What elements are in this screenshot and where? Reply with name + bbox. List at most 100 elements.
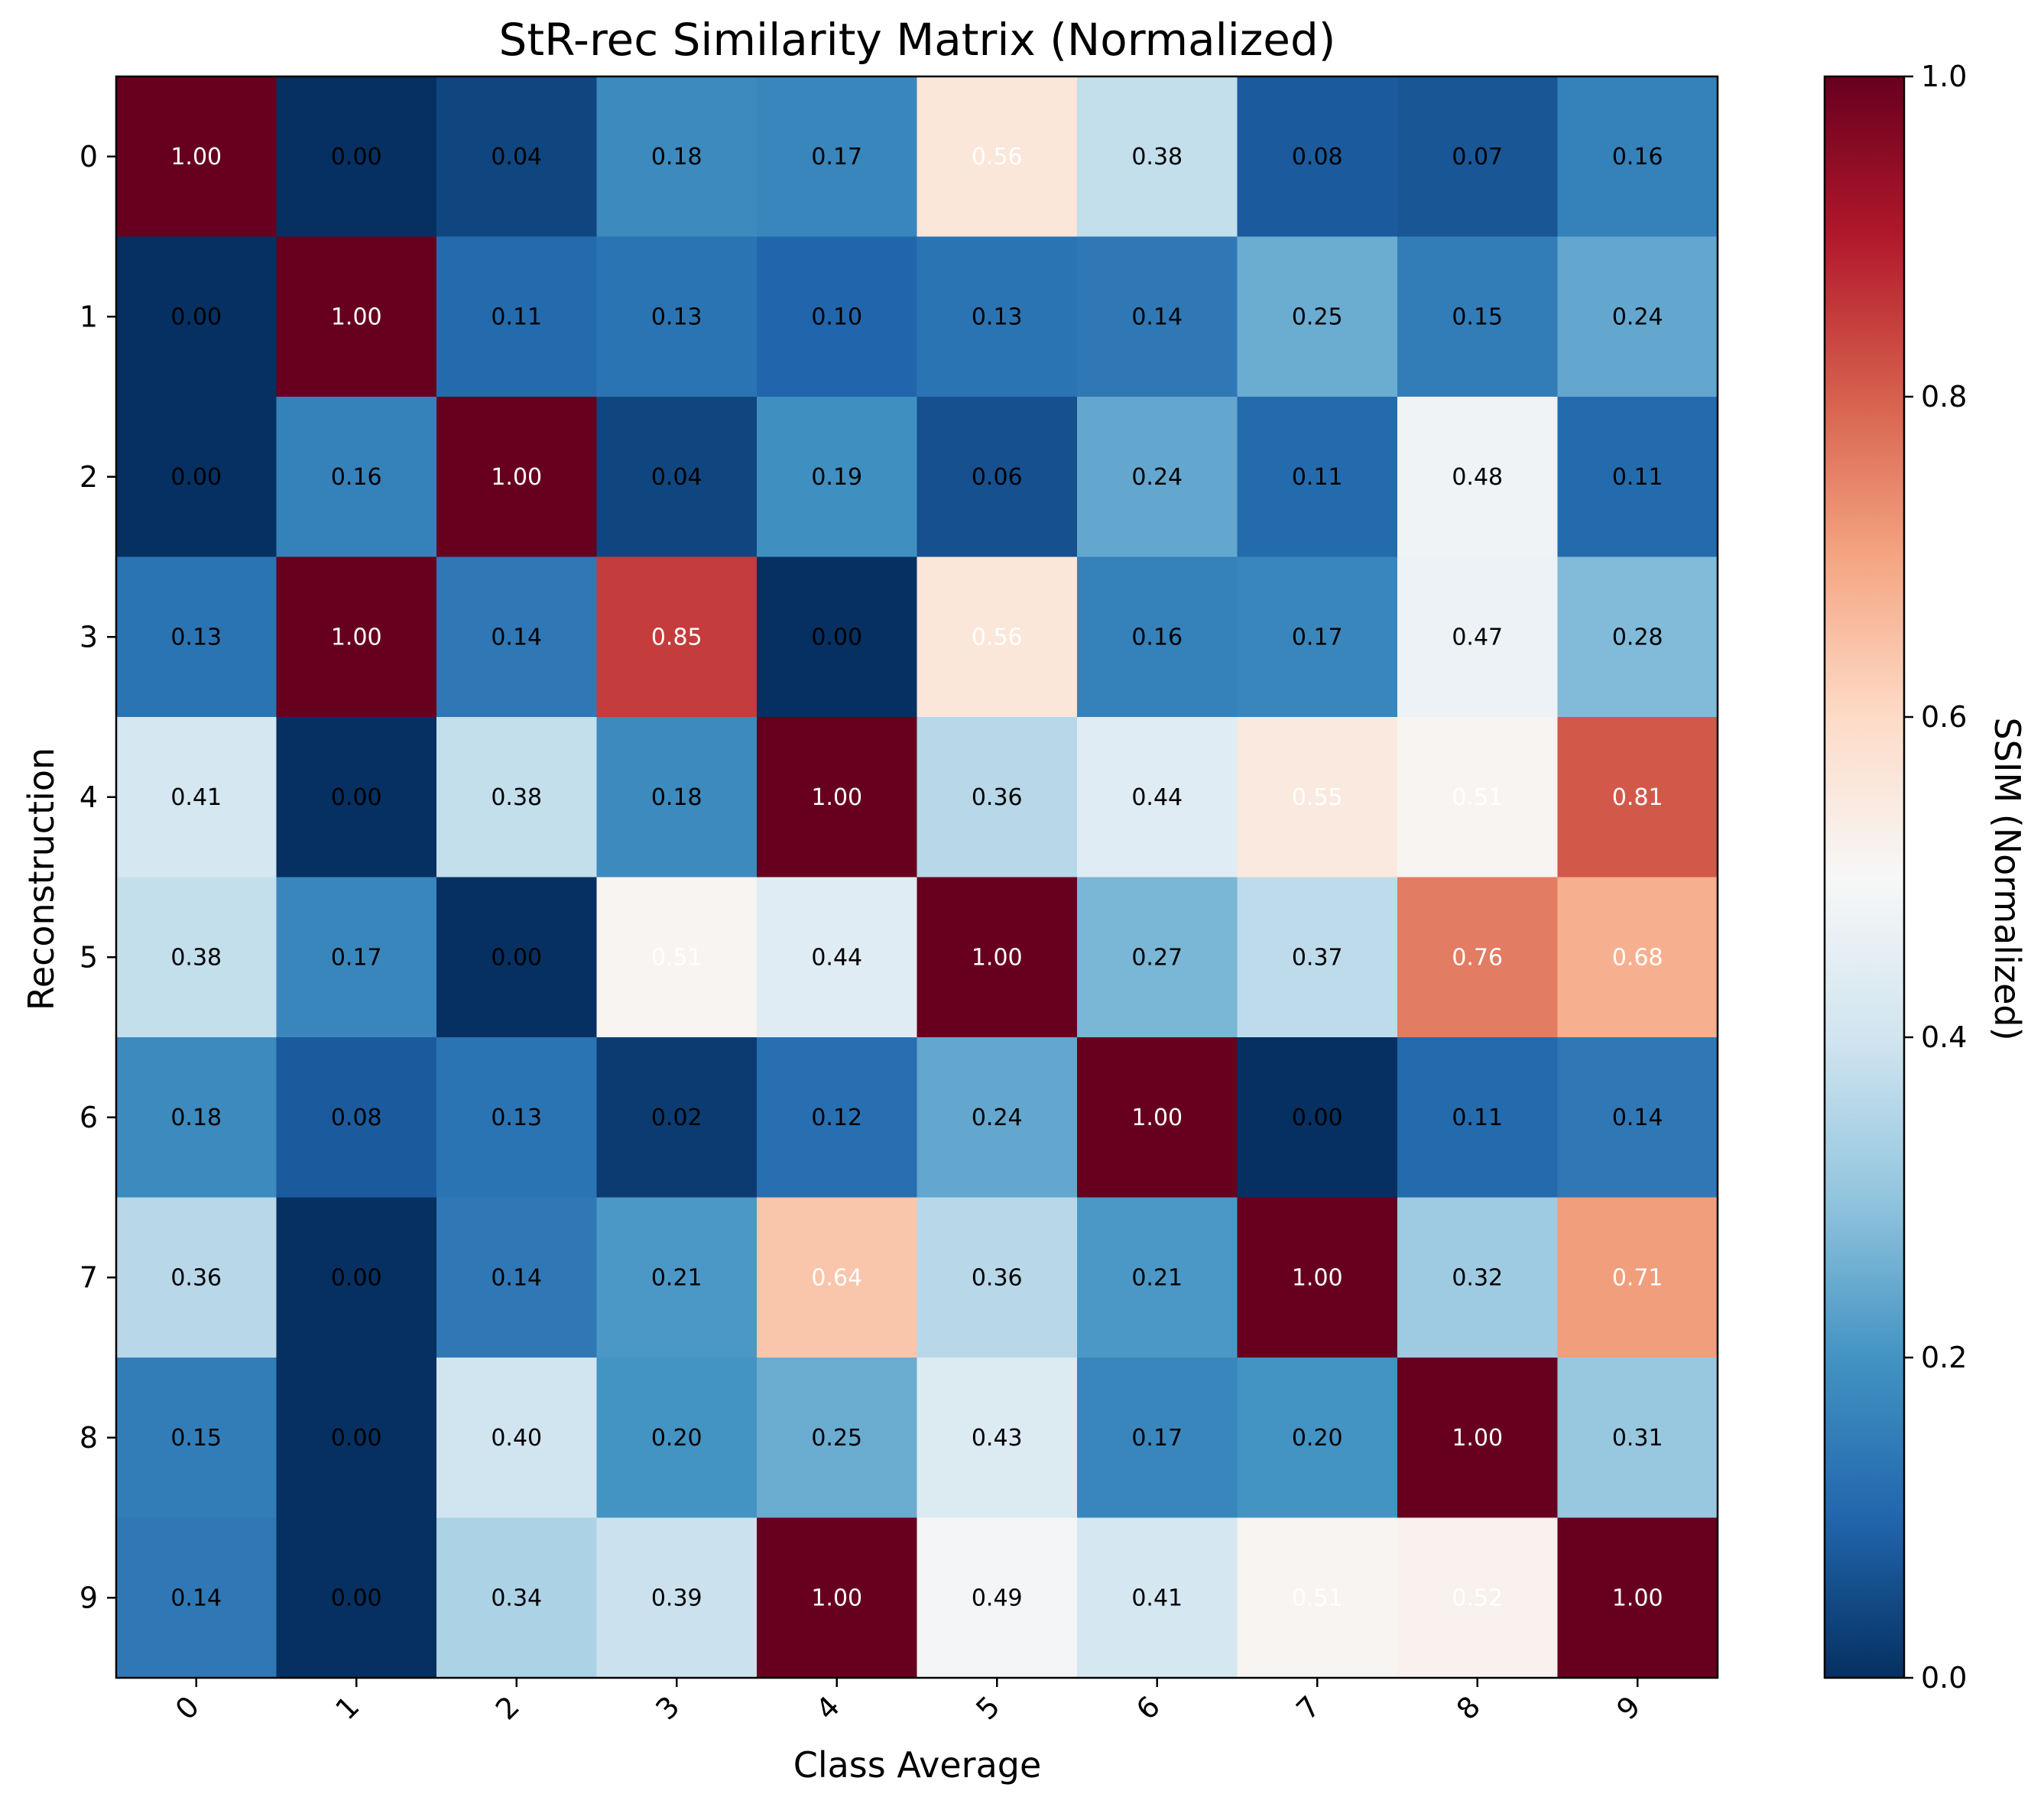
heatmap-cell: [1077, 236, 1238, 397]
cell-value-label: 0.25: [811, 1425, 862, 1452]
cell-value-label: 0.18: [651, 144, 702, 170]
cell-value-label: 1.00: [170, 144, 222, 170]
x-tick-label: 3: [649, 1689, 686, 1726]
cell-value-label: 1.00: [331, 624, 382, 650]
colorbar-tick-label: 0.2: [1921, 1341, 1967, 1374]
y-tick-label: 0: [79, 140, 98, 174]
heatmap-cell: [1077, 76, 1238, 238]
cell-value-label: 0.10: [811, 303, 862, 330]
y-tick-label: 2: [79, 460, 98, 494]
heatmap-cell: [917, 236, 1078, 397]
cell-value-label: 0.24: [972, 1105, 1023, 1131]
plot-frame: [115, 75, 1719, 1679]
cell-value-label: 0.00: [331, 1425, 382, 1452]
heatmap-cell: [1397, 1517, 1559, 1679]
heatmap-cell: [596, 236, 758, 397]
cell-value-label: 0.51: [1452, 784, 1503, 811]
colorbar-ticks: 0.0 0.2 0.4 0.6 0.8 1.0: [1904, 60, 1967, 1695]
heatmap-cell: [436, 236, 598, 397]
heatmap-cell: [596, 556, 758, 718]
cell-value-label: 0.12: [811, 1105, 862, 1131]
cell-value-label: 0.13: [170, 624, 222, 650]
cell-value-label: 0.00: [331, 144, 382, 170]
heatmap-cell: [1077, 1517, 1238, 1679]
heatmap-cell: [436, 556, 598, 718]
heatmap-cell: [596, 717, 758, 878]
cell-value-label: 0.39: [651, 1585, 702, 1611]
cell-value-label: 0.52: [1452, 1585, 1503, 1611]
heatmap-cell: [757, 76, 918, 238]
heatmap-cell: [917, 397, 1078, 558]
x-tick-label: 6: [1130, 1689, 1166, 1726]
cell-value-label: 0.06: [972, 464, 1023, 491]
cell-value-label: 0.85: [651, 624, 702, 650]
heatmap-cell: [276, 1197, 437, 1358]
y-tick-label: 8: [79, 1421, 98, 1455]
cell-value-label: 0.19: [811, 464, 862, 491]
cell-value-label: 0.14: [170, 1585, 222, 1611]
heatmap-cell: [436, 397, 598, 558]
cell-value-label: 0.48: [1452, 464, 1503, 491]
cell-value-label: 0.25: [1292, 303, 1343, 330]
heatmap-cell: [917, 1037, 1078, 1199]
cell-value-label: 0.14: [1131, 303, 1183, 330]
heatmap-cell: [116, 76, 277, 238]
cell-value-label: 0.02: [651, 1105, 702, 1131]
cell-value-label: 0.16: [1612, 144, 1663, 170]
cell-value-label: 0.11: [491, 303, 542, 330]
heatmap-cell: [1237, 1197, 1398, 1358]
cell-value-label: 0.38: [491, 784, 542, 811]
heatmap-cell: [757, 1037, 918, 1199]
cell-value-label: 0.00: [1292, 1105, 1343, 1131]
heatmap-cell: [1077, 877, 1238, 1038]
heatmap-cell: [757, 236, 918, 397]
heatmap-cell: [1077, 1197, 1238, 1358]
heatmap-cell: [116, 1358, 277, 1519]
heatmap-cell: [1077, 397, 1238, 558]
cell-value-label: 0.00: [331, 1264, 382, 1291]
cell-value-label: 0.00: [491, 944, 542, 971]
heatmap-cell: [1237, 397, 1398, 558]
cell-value-label: 0.08: [331, 1105, 382, 1131]
heatmap-cell: [1557, 1037, 1718, 1199]
x-axis-label: Class Average: [793, 1744, 1042, 1786]
x-axis-ticks: 0 1 2 3 4 5 6 7 8 9: [169, 1678, 1647, 1726]
heatmap-cell: [1237, 76, 1398, 238]
y-tick-label: 6: [79, 1101, 98, 1134]
heatmap-cell: [757, 877, 918, 1038]
cell-value-label: 0.36: [972, 1264, 1023, 1291]
cell-value-label: 0.64: [811, 1264, 862, 1291]
heatmap-cell: [1397, 1197, 1559, 1358]
y-tick-label: 4: [79, 780, 98, 814]
cell-value-label: 0.34: [491, 1585, 542, 1611]
x-tick-label: 1: [329, 1689, 365, 1726]
heatmap-cell: [436, 1517, 598, 1679]
heatmap-cells: [116, 76, 1718, 1679]
cell-value-label: 0.13: [491, 1105, 542, 1131]
cell-value-label: 0.56: [972, 624, 1023, 650]
cell-value-label: 0.56: [972, 144, 1023, 170]
heatmap-cell: [1237, 717, 1398, 878]
y-axis-label: Reconstruction: [21, 748, 62, 1011]
heatmap-cell: [276, 1517, 437, 1679]
cell-value-label: 0.16: [1131, 624, 1183, 650]
x-tick-label: 0: [169, 1689, 206, 1726]
heatmap-cell: [1237, 1358, 1398, 1519]
heatmap-cell: [917, 1197, 1078, 1358]
heatmap-cell: [1557, 397, 1718, 558]
heatmap-cell: [757, 556, 918, 718]
heatmap-cell: [116, 1517, 277, 1679]
heatmap-cell: [276, 877, 437, 1038]
heatmap-cell: [1397, 397, 1559, 558]
colorbar-tick-label: 0.4: [1921, 1020, 1967, 1054]
cell-value-label: 0.41: [170, 784, 222, 811]
cell-value-label: 1.00: [1292, 1264, 1343, 1291]
heatmap-cell: [1557, 556, 1718, 718]
colorbar-tick-label: 0.0: [1921, 1661, 1967, 1695]
y-tick-label: 1: [79, 300, 98, 333]
x-tick-label: 8: [1450, 1689, 1487, 1726]
cell-value-label: 0.51: [1292, 1585, 1343, 1611]
heatmap-cell: [757, 397, 918, 558]
cell-value-label: 0.38: [1131, 144, 1183, 170]
